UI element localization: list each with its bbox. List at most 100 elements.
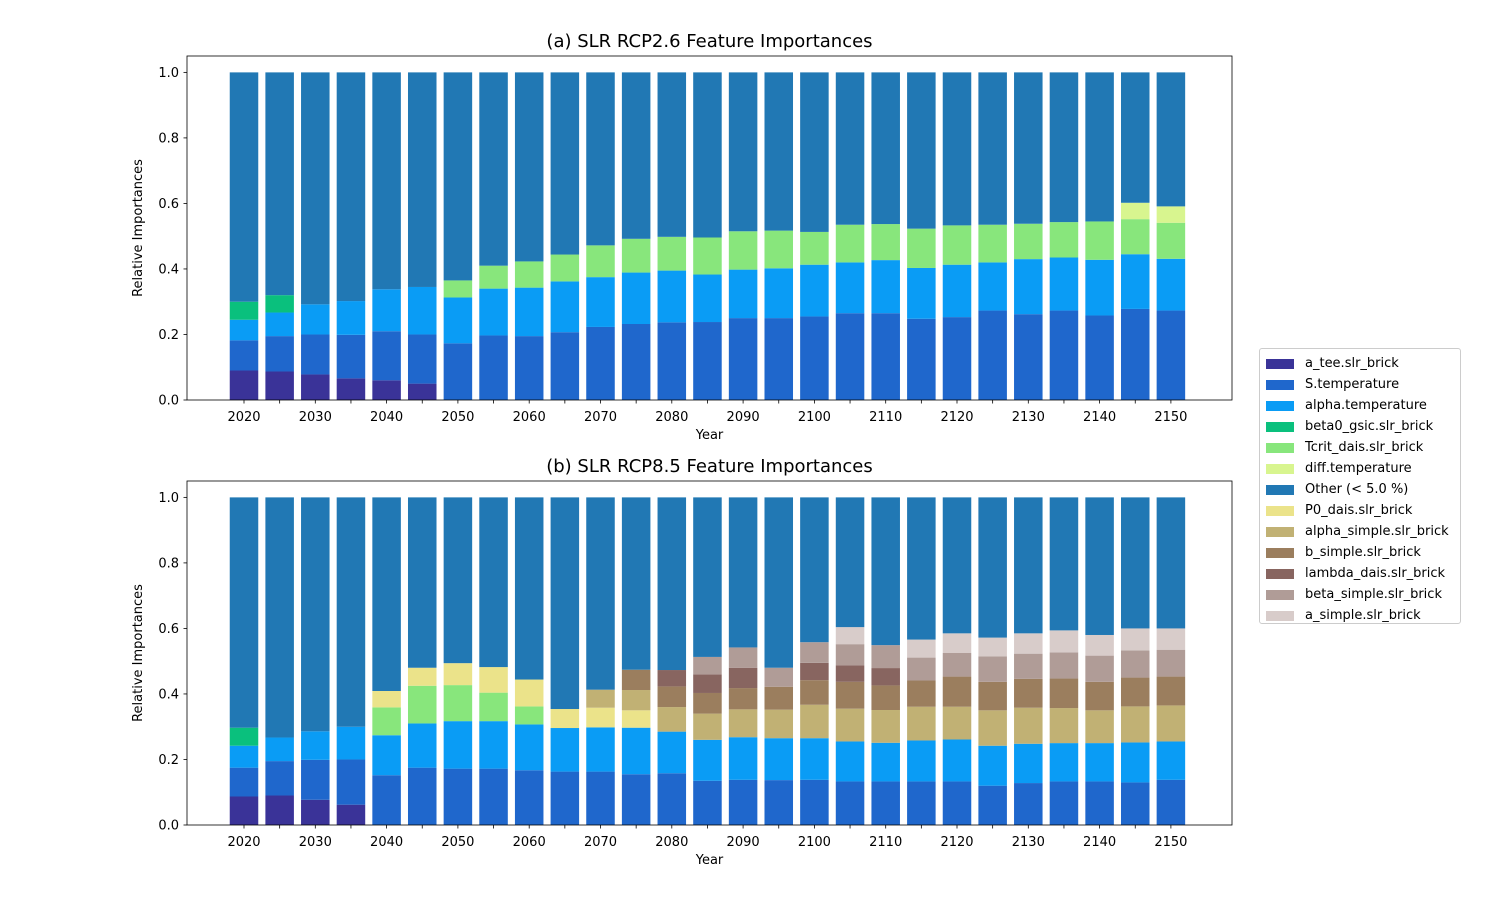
legend-swatch [1266,547,1294,558]
bar-segment [978,637,1007,657]
bar-segment [693,656,722,675]
bar-segment [978,710,1007,746]
bar-segment [978,681,1007,711]
bar-segment [1014,497,1043,634]
chart-panel-b: 0.0 0.2 0.4 0.6 0.8 1.0 2020 2030 2040 2050 2060 20… [131,456,1233,868]
legend-label: Other (< 5.0 %) [1305,482,1409,497]
bar-segment [764,318,794,400]
bar-segment [1014,259,1043,315]
bar-segment [728,269,758,319]
legend-label: alpha.temperature [1305,398,1427,413]
bar-segment [336,334,366,379]
bar-segment [835,262,865,314]
bar-segment [1120,202,1150,220]
bar-segment [1014,678,1043,708]
bar-segment [1120,308,1150,400]
bar-segment [265,761,294,796]
bar-segment [1014,633,1043,654]
bars-group [229,497,1186,825]
bar-segment [229,727,259,746]
legend-swatch [1266,568,1294,579]
bar-segment [871,742,900,782]
bar-segment [407,685,437,724]
bar-segment [1085,781,1114,825]
bar-segment [550,728,580,772]
bar-segment [657,236,687,271]
bar-segment [907,781,936,825]
bar-segment [800,316,829,400]
bar-segment [657,72,687,237]
bar-segment [479,497,508,668]
legend-label: a_tee.slr_brick [1305,356,1399,371]
bar-segment [907,740,936,782]
bar-segment [871,72,900,225]
bar-segment [621,323,651,400]
bar-segment [728,779,758,825]
bar-segment [265,371,294,400]
bar-segment [265,795,294,825]
legend: a_tee.slr_brick S.temperature alpha.temper… [1259,348,1461,624]
x-axis-title: Year [695,853,724,868]
legend-swatch [1266,463,1294,474]
bar-segment [942,497,972,634]
bar-segment [907,680,936,707]
bar-segment [764,268,794,319]
bar-segment [443,721,473,769]
bar-segment [835,708,865,742]
bar-segment [800,231,829,265]
bar-segment [407,72,437,287]
bar-segment [871,668,900,686]
bar-segment [835,224,865,263]
bar-segment [800,662,829,681]
bar-segment [1014,783,1043,825]
chart-panel-a: 0.0 0.2 0.4 0.6 0.8 1.0 2020 2030 2040 2050 2060 20… [131,31,1233,443]
bar-segment [372,497,401,691]
bar-segment [1014,223,1043,260]
bar-segment [229,301,259,320]
bar-segment [1014,72,1043,224]
bar-segment [1085,259,1114,316]
x-tick-label: 2120 [940,835,973,850]
bar-segment [229,319,259,341]
bar-segment [301,799,330,825]
bar-segment [764,709,794,739]
bar-segment [835,313,865,400]
bar-segment [764,686,794,710]
bar-segment [871,710,900,743]
x-tick-label: 2020 [227,835,260,850]
bar-segment [657,707,687,732]
bars-group [229,72,1186,400]
bar-segment [764,72,794,231]
bar-segment [586,689,615,708]
bar-segment [1156,206,1186,223]
bar-segment [1049,630,1079,653]
bar-segment [693,780,722,825]
bar-segment [728,72,758,232]
x-tick-label: 2110 [869,835,902,850]
legend-label: lambda_dais.slr_brick [1305,566,1446,581]
y-tick-label: 0.2 [158,753,179,768]
bar-segment [1120,254,1150,309]
x-tick-label: 2070 [584,410,617,425]
bar-segment [693,237,722,275]
bar-segment [621,774,651,825]
bar-segment [978,224,1007,263]
bar-segment [336,804,366,825]
bar-segment [871,313,900,400]
bar-segment [301,731,330,760]
bar-segment [1120,742,1150,783]
bar-segment [693,72,722,238]
bar-segment [514,724,544,771]
bar-segment [1156,258,1186,311]
legend-label: b_simple.slr_brick [1305,545,1421,560]
bar-segment [800,497,829,643]
bar-segment [229,370,259,400]
bar-segment [1049,72,1079,223]
bar-segment [1049,257,1079,311]
bar-segment [301,304,330,335]
bar-segment [1049,222,1079,258]
bar-segment [835,644,865,666]
x-tick-label: 2140 [1083,835,1116,850]
bar-segment [336,726,366,760]
bar-segment [443,497,473,664]
